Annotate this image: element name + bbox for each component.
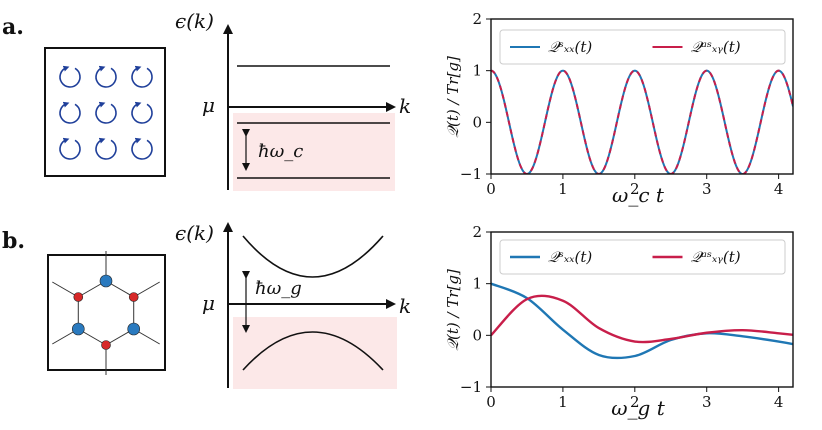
legend-entry: 𝒬ˢₓₓ(t) <box>548 248 592 266</box>
y-tick-label: 1 <box>472 62 482 80</box>
y-tick-label: 2 <box>472 10 482 28</box>
y-tick-label: −1 <box>460 378 482 396</box>
vortex-icon <box>131 65 153 88</box>
legend-entry: 𝒬ᵃˢₓᵧ(t) <box>691 248 741 266</box>
momentum-axis-label: k <box>399 294 411 318</box>
energy-axis-label: ϵ(k) <box>175 221 214 245</box>
x-tick-label: 3 <box>702 180 712 198</box>
x-tick-label: 3 <box>702 393 712 411</box>
y-tick-label: 1 <box>472 275 482 293</box>
x-tick-label: 4 <box>774 393 784 411</box>
x-tick-label: 2 <box>630 393 640 411</box>
site-a-atom <box>99 274 113 288</box>
y-tick-label: 0 <box>472 113 482 131</box>
series-line-0 <box>491 282 793 360</box>
plot-frame <box>490 231 794 388</box>
vortex-icon <box>59 101 81 124</box>
vortex-icon <box>131 137 153 160</box>
band-diagram-a: ϵ(k) k μ ħω_c <box>175 9 411 191</box>
site-a-atom <box>71 322 85 336</box>
valence-band <box>242 331 384 371</box>
panel-a-label: a. <box>2 14 24 40</box>
bond-line <box>52 281 79 298</box>
x-tick-label: 0 <box>486 180 496 198</box>
x-tick-label: 0 <box>486 393 496 411</box>
vortex-icon <box>95 101 117 124</box>
chart-b-ylabel: 𝒬(t) / Tr[g] <box>444 269 462 351</box>
vortex-icon <box>95 137 117 160</box>
mu-label: μ <box>202 291 215 315</box>
series-line-1 <box>491 294 793 344</box>
x-tick-label: 1 <box>558 180 568 198</box>
vortex-icon <box>59 65 81 88</box>
occupied-region-shade <box>233 317 397 389</box>
gap-label: ħω_c <box>258 141 303 162</box>
site-b-atom <box>73 292 84 302</box>
x-tick-label: 1 <box>558 393 568 411</box>
legend-entry: 𝒬ᵃˢₓᵧ(t) <box>691 38 741 56</box>
y-tick-label: 0 <box>472 326 482 344</box>
series-line-1 <box>491 69 793 174</box>
legend-entry: 𝒬ˢₓₓ(t) <box>548 38 592 56</box>
vortex-icon <box>131 101 153 124</box>
conduction-band <box>242 235 384 278</box>
chart-b-xlabel: ω_g t <box>611 396 665 420</box>
panel-b-label: b. <box>2 228 25 254</box>
plot-frame <box>490 18 794 175</box>
bond-line <box>133 281 160 298</box>
vortex-lattice-illustration <box>44 47 166 177</box>
honeycomb-lattice-illustration <box>47 251 166 375</box>
vortex-icon <box>59 137 81 160</box>
legend: 𝒬ˢₓₓ(t) 𝒬ᵃˢₓᵧ(t) <box>499 29 786 65</box>
y-tick-label: 2 <box>472 223 482 241</box>
site-b-atom <box>128 292 139 302</box>
gap-label: ħω_g <box>255 278 302 299</box>
band-diagram-b: ϵ(k) k μ ħω_g <box>175 221 411 389</box>
chart-a-xlabel: ω_c t <box>612 183 665 207</box>
site-b-atom <box>101 340 111 350</box>
x-tick-label: 4 <box>774 180 784 198</box>
x-tick-label: 2 <box>630 180 640 198</box>
y-tick-label: −1 <box>460 165 482 183</box>
vortex-icon <box>95 65 117 88</box>
energy-axis-label: ϵ(k) <box>175 9 214 33</box>
mu-label: μ <box>202 93 215 117</box>
momentum-axis-label: k <box>399 94 411 118</box>
legend: 𝒬ˢₓₓ(t) 𝒬ᵃˢₓᵧ(t) <box>499 239 786 275</box>
site-a-atom <box>127 322 141 336</box>
chart-a-ylabel: 𝒬(t) / Tr[g] <box>444 56 462 138</box>
